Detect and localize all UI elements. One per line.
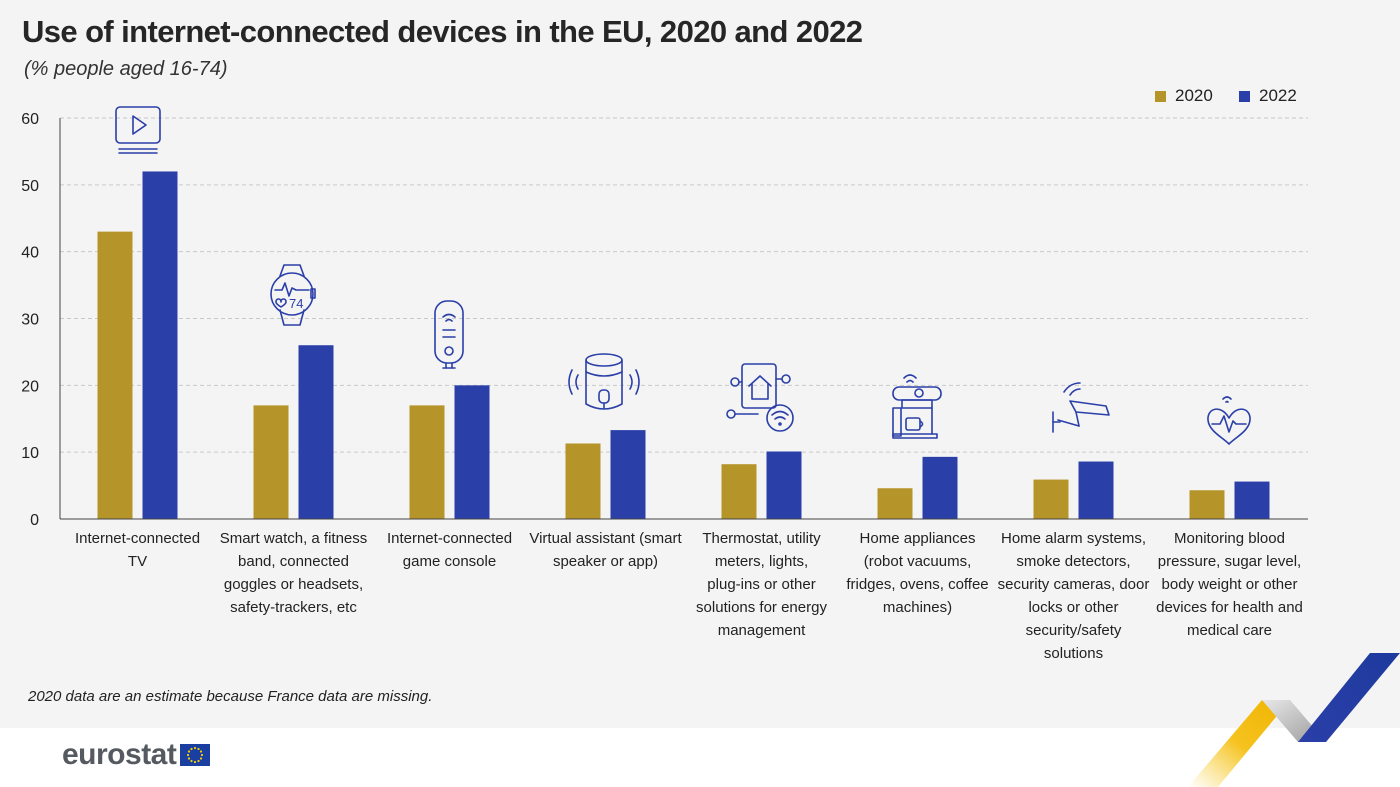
category-label-line: Monitoring blood bbox=[1174, 530, 1285, 547]
game-console-icon bbox=[434, 300, 464, 369]
category-label-4: Virtual assistant (smart speaker or app) bbox=[526, 527, 686, 573]
legend-item-2022: 2022 bbox=[1239, 86, 1297, 106]
chart-subtitle: (% people aged 16-74) bbox=[24, 58, 228, 80]
category-label-7: Home alarm systems, smoke detectors, secur… bbox=[994, 527, 1154, 665]
gridlines bbox=[60, 117, 1308, 453]
heart-monitor-icon bbox=[1207, 396, 1251, 445]
category-label-line: solutions for energy bbox=[696, 599, 827, 616]
legend-swatch-2020 bbox=[1155, 90, 1166, 102]
category-label-line: fridges, ovens, coffee bbox=[846, 576, 989, 593]
ribbon-blue bbox=[1298, 653, 1400, 742]
chart-title: Use of internet-connected devices in the… bbox=[22, 14, 863, 49]
category-label-8: Monitoring blood pressure, sugar level, bo… bbox=[1150, 527, 1310, 642]
category-label-line: Smart watch, a fitness bbox=[219, 530, 368, 547]
category-label-2: Smart watch, a fitness band, connected gog… bbox=[214, 527, 374, 619]
bar-2022-6 bbox=[922, 456, 958, 519]
legend-label-2020: 2020 bbox=[1175, 86, 1213, 105]
category-label-line: game console bbox=[402, 553, 497, 570]
category-label-line: smoke detectors, bbox=[1016, 553, 1131, 570]
bar-2022-2 bbox=[298, 345, 334, 519]
category-label-line: Internet-connected bbox=[74, 530, 201, 547]
logo-text: eurostat bbox=[62, 738, 177, 771]
smartwatch-icon: 74 bbox=[270, 264, 316, 326]
bar-2020-7 bbox=[1033, 479, 1069, 519]
bar-2022-1 bbox=[142, 171, 178, 519]
category-label-line: Home alarm systems, bbox=[1000, 530, 1147, 547]
category-label-5: Thermostat, utility meters, lights, plug-i… bbox=[682, 527, 842, 642]
legend-swatch-2022 bbox=[1239, 90, 1250, 102]
category-label-line: speaker or app) bbox=[552, 553, 659, 570]
bar-2020-8 bbox=[1189, 490, 1225, 519]
category-label-line: devices for health and bbox=[1156, 599, 1303, 616]
ribbon-yellow bbox=[1188, 700, 1290, 787]
y-tick-label: 0 bbox=[30, 512, 39, 529]
category-label-1: Internet-connected TV bbox=[58, 527, 218, 573]
smart-home-icon bbox=[726, 363, 794, 432]
eurostat-logo: eurostat bbox=[62, 738, 211, 772]
category-label-line: band, connected bbox=[238, 553, 349, 570]
category-label-line: Internet-connected bbox=[386, 530, 513, 547]
category-label-line: goggles or headsets, bbox=[223, 576, 364, 593]
coffee-machine-icon bbox=[892, 374, 942, 439]
category-label-line: pressure, sugar level, bbox=[1157, 553, 1302, 570]
category-label-line: Thermostat, utility bbox=[702, 530, 821, 547]
category-label-line: Home appliances bbox=[859, 530, 976, 547]
category-label-line: medical care bbox=[1186, 622, 1273, 639]
y-axis-ticks: 0 10 20 30 40 50 60 bbox=[21, 111, 39, 529]
category-label-line: safety-trackers, etc bbox=[230, 599, 357, 616]
legend-label-2022: 2022 bbox=[1259, 86, 1297, 105]
bar-2020-3 bbox=[409, 405, 445, 519]
footnote: 2020 data are an estimate because France… bbox=[28, 688, 433, 705]
category-label-line: security cameras, door bbox=[997, 576, 1150, 593]
bars bbox=[97, 171, 1270, 519]
category-label-6: Home appliances (robot vacuums, fridges, o… bbox=[838, 527, 998, 619]
category-label-line: meters, lights, bbox=[714, 553, 809, 570]
tv-icon bbox=[115, 106, 161, 154]
y-tick-label: 60 bbox=[21, 111, 39, 128]
category-icons: 74 bbox=[115, 106, 1251, 445]
y-tick-label: 40 bbox=[21, 245, 39, 262]
category-label-line: body weight or other bbox=[1161, 576, 1298, 593]
y-tick-label: 10 bbox=[21, 445, 39, 462]
category-label-line: TV bbox=[127, 553, 148, 570]
bar-2022-8 bbox=[1234, 481, 1270, 519]
bar-2020-5 bbox=[721, 464, 757, 519]
bar-2022-7 bbox=[1078, 461, 1114, 519]
category-label-line: solutions bbox=[1043, 645, 1104, 662]
category-label-line: Virtual assistant (smart bbox=[529, 530, 682, 547]
bar-2020-1 bbox=[97, 231, 133, 519]
eu-flag-icon bbox=[180, 744, 211, 766]
category-label-line: (robot vacuums, bbox=[863, 553, 972, 570]
category-label-3: Internet-connected game console bbox=[370, 527, 530, 573]
bar-2022-4 bbox=[610, 430, 646, 519]
legend-item-2020: 2020 bbox=[1155, 86, 1213, 106]
y-tick-label: 50 bbox=[21, 178, 39, 195]
watch-display-value: 74 bbox=[289, 296, 303, 311]
footer bbox=[0, 728, 1400, 787]
category-label-line: management bbox=[717, 622, 806, 639]
bar-2020-2 bbox=[253, 405, 289, 519]
category-label-line: locks or other bbox=[1028, 599, 1119, 616]
bar-2022-3 bbox=[454, 385, 490, 519]
y-tick-label: 20 bbox=[21, 378, 39, 395]
bar-2022-5 bbox=[766, 451, 802, 519]
security-camera-icon bbox=[1052, 382, 1110, 433]
bar-2020-6 bbox=[877, 488, 913, 519]
bar-2020-4 bbox=[565, 443, 601, 519]
category-label-line: machines) bbox=[882, 599, 953, 616]
y-tick-label: 30 bbox=[21, 312, 39, 329]
smart-speaker-icon bbox=[568, 353, 640, 410]
category-label-line: plug-ins or other bbox=[707, 576, 816, 593]
category-label-line: security/safety bbox=[1025, 622, 1122, 639]
